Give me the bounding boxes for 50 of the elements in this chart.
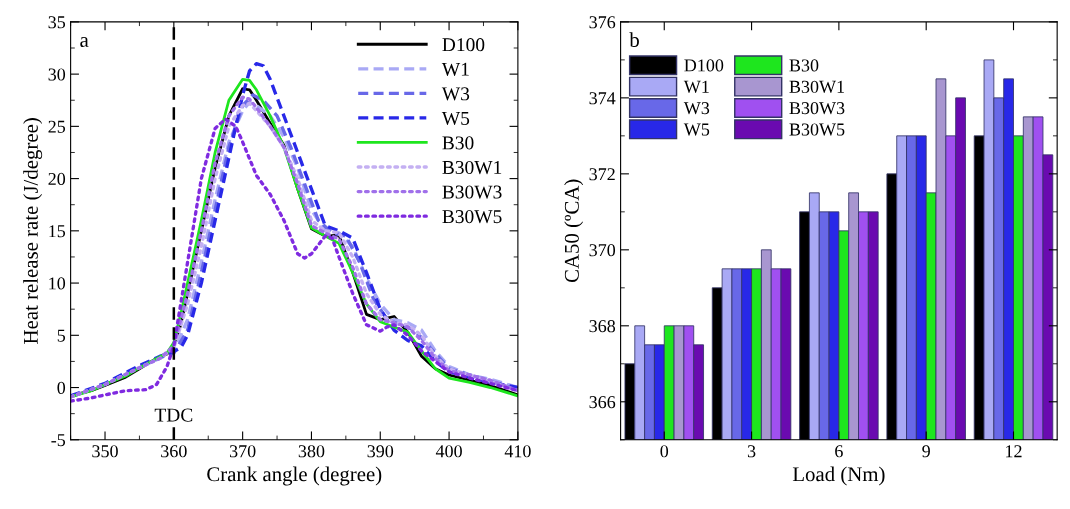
y-tick-label: 370 <box>589 244 616 257</box>
legend-label: D100 <box>442 38 485 52</box>
legend-label: W5 <box>441 111 470 126</box>
x-axis-title: Load (Nm) <box>792 466 885 486</box>
x-tick-label: 3 <box>747 445 756 458</box>
x-tick-label: 6 <box>835 445 843 458</box>
x-tick-label: 380 <box>298 445 325 458</box>
y-tick-label: 30 <box>48 68 66 81</box>
y-tick-label: 10 <box>49 277 66 290</box>
x-tick-label: 360 <box>161 445 187 458</box>
legend-label: B30W1 <box>442 160 502 175</box>
x-tick-label: 390 <box>367 445 394 458</box>
y-tick-label: 35 <box>48 16 66 29</box>
x-tick-label: 400 <box>435 445 462 458</box>
y-tick-label: -5 <box>51 434 66 447</box>
x-tick-label: 370 <box>229 445 256 458</box>
y-tick-label: 5 <box>57 329 66 342</box>
x-tick-label: 350 <box>92 445 118 458</box>
x-tick-label: 0 <box>660 445 669 458</box>
y-axis-title: Heat release rate (J/degree) <box>23 118 43 344</box>
y-tick-label: 366 <box>589 396 616 409</box>
y-axis-title: CA50 (ºCA) <box>564 179 584 283</box>
ref-line-label: TDC <box>154 408 193 422</box>
legend-label: W1 <box>441 62 469 76</box>
x-axis-title: Crank angle (degree) <box>207 466 382 486</box>
y-tick-label: 20 <box>48 172 66 186</box>
y-tick-label: 372 <box>589 168 615 181</box>
legend-label: B30 <box>789 59 819 72</box>
legend-label: B30W5 <box>789 123 845 136</box>
legend-label: W1 <box>683 80 709 93</box>
annotation: b <box>629 32 639 47</box>
y-tick-label: 376 <box>589 16 616 29</box>
legend-label: W5 <box>683 123 710 136</box>
legend-label: B30W5 <box>442 210 502 224</box>
x-tick-label: 9 <box>922 445 930 458</box>
x-tick-label: 12 <box>1006 445 1022 458</box>
legend-label: B30W3 <box>442 185 502 199</box>
legend-label: W3 <box>683 102 710 115</box>
legend-label: B30W1 <box>789 80 844 93</box>
x-tick-label: 410 <box>504 445 531 458</box>
y-tick-label: 25 <box>48 120 66 133</box>
y-tick-label: 0 <box>57 381 66 394</box>
legend-label: B30 <box>442 136 474 150</box>
legend-label: B30W3 <box>789 102 845 115</box>
y-tick-label: 374 <box>589 92 616 105</box>
y-tick-label: 15 <box>49 225 66 238</box>
annotation: a <box>80 37 89 47</box>
legend-label: D100 <box>684 59 724 72</box>
legend-label: W3 <box>441 87 470 101</box>
y-tick-label: 368 <box>589 320 616 333</box>
